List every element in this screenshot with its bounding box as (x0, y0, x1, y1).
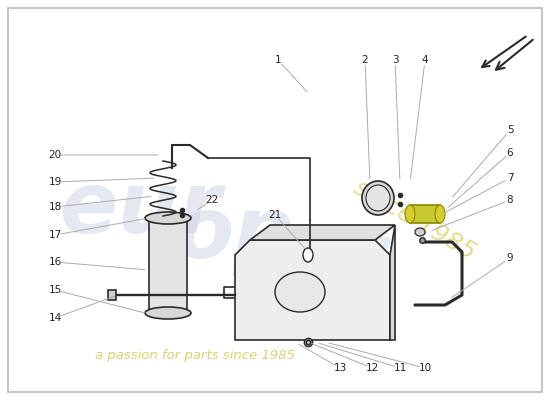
Text: 17: 17 (48, 230, 62, 240)
Text: 19: 19 (48, 177, 62, 187)
Text: a passion for parts since 1985: a passion for parts since 1985 (95, 348, 295, 362)
Ellipse shape (275, 272, 325, 312)
Ellipse shape (405, 205, 415, 223)
Text: 5: 5 (507, 125, 513, 135)
Text: 9: 9 (507, 253, 513, 263)
Text: 4: 4 (422, 55, 428, 65)
Text: eur: eur (60, 168, 222, 252)
Text: since 1985: since 1985 (350, 176, 480, 264)
Polygon shape (390, 225, 395, 340)
Bar (108, 290, 116, 300)
Text: 3: 3 (392, 55, 398, 65)
Text: 2: 2 (362, 55, 369, 65)
Text: 1: 1 (274, 55, 281, 65)
Ellipse shape (303, 248, 313, 262)
Text: 8: 8 (507, 195, 513, 205)
Polygon shape (235, 240, 390, 340)
Bar (149, 218, 187, 313)
Polygon shape (250, 225, 395, 240)
Text: 12: 12 (365, 363, 378, 373)
Ellipse shape (435, 205, 445, 223)
Ellipse shape (415, 228, 425, 236)
Text: 7: 7 (507, 173, 513, 183)
Text: 13: 13 (333, 363, 346, 373)
Ellipse shape (145, 212, 191, 224)
Text: 16: 16 (48, 257, 62, 267)
Text: es: es (285, 218, 395, 302)
Text: 20: 20 (48, 150, 62, 160)
Text: 11: 11 (393, 363, 406, 373)
Text: op: op (175, 194, 296, 276)
Text: 14: 14 (48, 313, 62, 323)
Ellipse shape (366, 185, 390, 211)
Text: 10: 10 (419, 363, 432, 373)
Ellipse shape (362, 181, 394, 215)
Text: 15: 15 (48, 285, 62, 295)
Ellipse shape (145, 307, 191, 319)
Text: 22: 22 (205, 195, 219, 205)
Text: 18: 18 (48, 202, 62, 212)
Text: 21: 21 (268, 210, 282, 220)
Text: 6: 6 (507, 148, 513, 158)
Bar (410, 205, 440, 223)
